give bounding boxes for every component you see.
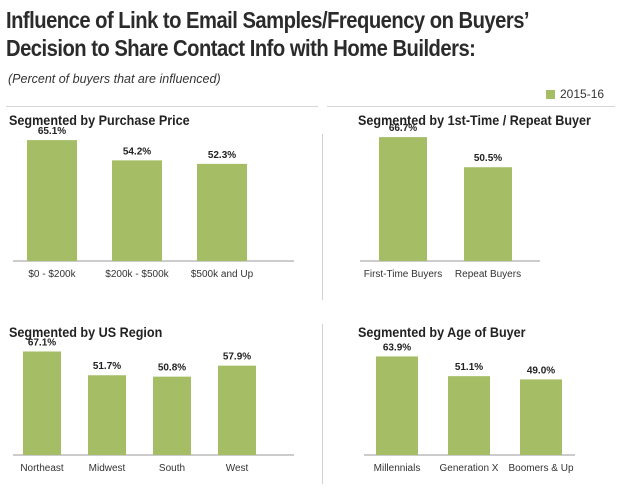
legend-label: 2015-16 (560, 87, 605, 101)
data-label-us-region-3: 50.8% (158, 363, 186, 374)
tick-label-buyer-type-2: Repeat Buyers (455, 269, 521, 280)
panel-title-purchase-price: Segmented by Purchase Price (9, 112, 190, 128)
page-title: Influence of Link to Email Samples/Frequ… (6, 6, 531, 62)
tick-label-age-2: Generation X (440, 463, 499, 474)
tick-label-purchase-price-2: $200k - $500k (105, 269, 169, 280)
bar-purchase-price-3 (197, 163, 247, 261)
tick-label-us-region-3: South (159, 463, 185, 474)
data-label-age-1: 63.9% (383, 342, 411, 353)
tick-label-purchase-price-1: $0 - $200k (28, 269, 76, 280)
data-label-us-region-4: 57.9% (223, 352, 251, 363)
bar-us-region-4 (218, 365, 256, 455)
data-label-age-2: 51.1% (455, 362, 483, 373)
legend: 2015-16 (546, 87, 604, 101)
tick-label-purchase-price-3: $500k and Up (191, 269, 254, 280)
separator-vertical-top (322, 134, 323, 300)
separator-top-left (6, 106, 318, 107)
data-label-purchase-price-3: 52.3% (208, 150, 236, 161)
panel-title-buyer-type: Segmented by 1st-Time / Repeat Buyer (358, 112, 591, 128)
tick-label-buyer-type-1: First-Time Buyers (364, 269, 443, 280)
data-label-buyer-type-1: 66.7% (389, 123, 417, 134)
data-label-purchase-price-2: 54.2% (123, 146, 151, 157)
title-line-1: Influence of Link to Email Samples/Frequ… (6, 7, 530, 33)
data-label-age-3: 49.0% (527, 365, 555, 376)
data-label-us-region-1: 67.1% (28, 337, 56, 348)
bar-buyer-type-2 (464, 167, 512, 261)
subtitle: (Percent of buyers that are influenced) (8, 72, 221, 86)
separator-vertical-bottom (322, 324, 323, 484)
separator-top-right (327, 106, 615, 107)
data-label-purchase-price-1: 65.1% (38, 126, 66, 137)
tick-label-age-1: Millennials (374, 463, 421, 474)
tick-label-age-3: Boomers & Up (508, 463, 573, 474)
bar-purchase-price-1 (27, 140, 77, 261)
bar-us-region-2 (88, 375, 126, 455)
data-label-us-region-2: 51.7% (93, 361, 121, 372)
tick-label-us-region-4: West (226, 463, 249, 474)
data-label-buyer-type-2: 50.5% (474, 153, 502, 164)
bar-age-3 (520, 379, 562, 455)
panel-title-age: Segmented by Age of Buyer (358, 324, 526, 340)
tick-label-us-region-2: Midwest (89, 463, 126, 474)
bar-age-2 (448, 376, 490, 455)
bar-purchase-price-2 (112, 160, 162, 261)
tick-label-us-region-1: Northeast (20, 463, 64, 474)
bar-us-region-3 (153, 376, 191, 455)
title-line-2: Decision to Share Contact Info with Home… (6, 35, 476, 61)
bar-buyer-type-1 (379, 137, 427, 261)
bar-us-region-1 (23, 351, 61, 455)
panel-title-us-region: Segmented by US Region (9, 324, 163, 340)
bar-age-1 (376, 356, 418, 455)
legend-swatch (546, 89, 555, 99)
